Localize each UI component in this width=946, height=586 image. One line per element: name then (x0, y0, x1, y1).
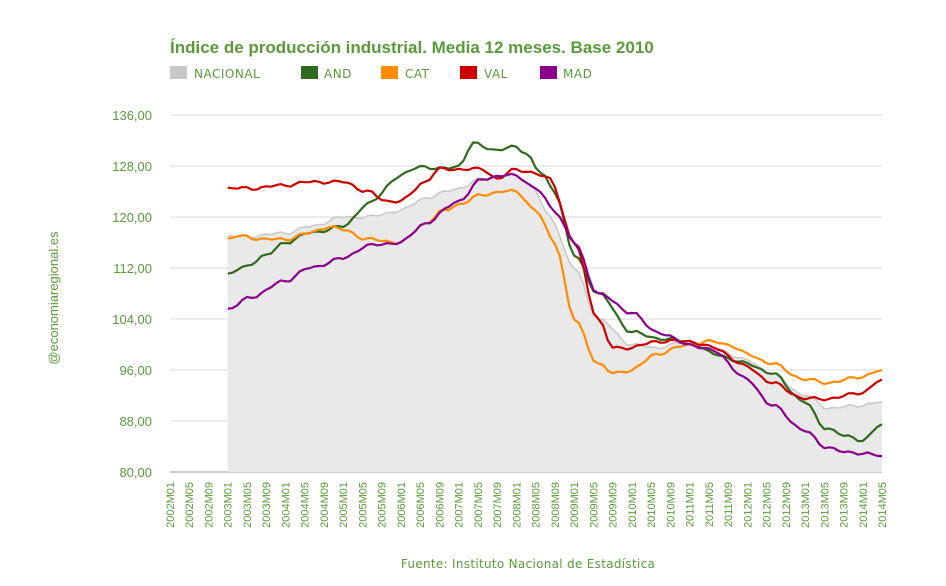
x-tick-label: 2005M01 (338, 482, 350, 528)
x-tick-label: 2007M09 (492, 482, 504, 528)
x-tick-label: 2011M01 (685, 482, 697, 527)
x-tick-label: 2008M01 (511, 482, 523, 528)
legend: NACIONAL AND CAT VAL MAD (170, 66, 592, 81)
x-tick-label: 2010M01 (627, 482, 639, 528)
y-axis: 136,00 128,00 120,00 112,00 104,00 96,00 88,00… (112, 108, 152, 480)
series-area (227, 173, 883, 472)
x-tick-label: 2011M05 (704, 482, 716, 527)
y-tick-label: 88,00 (119, 414, 152, 429)
x-tick-label: 2006M09 (434, 482, 446, 528)
x-tick-label: 2004M05 (300, 482, 312, 528)
x-tick-label: 2009M09 (608, 482, 620, 528)
x-tick-label: 2013M01 (800, 482, 812, 528)
y-tick-label: 136,00 (112, 108, 152, 123)
x-tick-label: 2004M01 (281, 482, 293, 528)
y-axis-label: @economiaregional.es (46, 231, 61, 365)
chart-title: Índice de producción industrial. Media 1… (170, 38, 654, 57)
legend-label-and: AND (324, 67, 352, 81)
x-tick-label: 2005M05 (357, 482, 369, 528)
series-line-val (227, 166, 883, 402)
x-tick-label: 2007M01 (454, 482, 466, 528)
x-tick-label: 2002M01 (165, 482, 177, 528)
legend-swatch-val (460, 66, 477, 79)
y-tick-label: 120,00 (112, 210, 152, 225)
source-note: Fuente: Instituto Nacional de Estadístic… (401, 557, 655, 571)
x-tick-label: 2002M09 (204, 482, 216, 528)
x-tick-label: 2014M01 (858, 482, 870, 528)
legend-swatch-cat (381, 66, 398, 79)
x-tick-label: 2012M05 (762, 482, 774, 528)
x-tick-label: 2008M09 (550, 482, 562, 528)
series-lines (227, 141, 883, 458)
series-area-nacional (227, 174, 882, 472)
legend-swatch-mad (540, 66, 557, 79)
x-tick-label: 2009M01 (569, 482, 581, 528)
x-tick-label: 2012M09 (781, 482, 793, 528)
x-tick-label: 2004M09 (319, 482, 331, 528)
x-tick-label: 2006M05 (415, 482, 427, 528)
x-tick-label: 2003M09 (261, 482, 273, 528)
x-tick-label: 2010M05 (646, 482, 658, 528)
legend-label-nacional: NACIONAL (194, 67, 260, 81)
y-tick-label: 96,00 (119, 363, 152, 378)
y-tick-label: 80,00 (119, 465, 152, 480)
legend-swatch-nacional (170, 66, 187, 79)
series-line-cat (227, 188, 883, 386)
legend-label-mad: MAD (563, 67, 592, 81)
y-tick-label: 128,00 (112, 159, 152, 174)
legend-swatch-and (301, 66, 318, 79)
y-tick-label: 112,00 (113, 261, 152, 276)
x-tick-label: 2011M09 (723, 482, 735, 527)
x-tick-label: 2012M01 (742, 482, 754, 528)
x-axis: 2002M01 2002M05 2002M09 2003M01 2003M05 2003M… (165, 482, 889, 528)
x-tick-label: 2005M09 (377, 482, 389, 528)
x-tick-label: 2006M01 (396, 482, 408, 528)
y-tick-label: 104,00 (112, 312, 152, 327)
x-tick-label: 2010M09 (665, 482, 677, 528)
x-tick-label: 2013M05 (819, 482, 831, 528)
x-tick-label: 2014M05 (877, 482, 889, 528)
series-line-mad (227, 172, 883, 458)
legend-label-cat: CAT (405, 67, 430, 81)
x-tick-label: 2003M01 (223, 482, 235, 528)
x-tick-label: 2007M05 (473, 482, 485, 528)
x-tick-label: 2003M05 (242, 482, 254, 528)
x-tick-label: 2008M05 (531, 482, 543, 528)
legend-label-val: VAL (484, 67, 508, 81)
x-tick-label: 2009M05 (588, 482, 600, 528)
x-tick-label: 2013M09 (839, 482, 851, 528)
x-tick-label: 2002M05 (184, 482, 196, 528)
